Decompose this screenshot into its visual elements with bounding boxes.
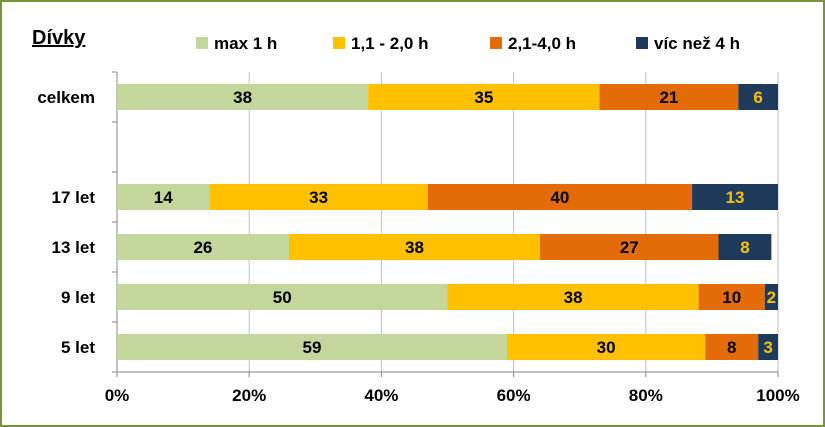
bar-segment xyxy=(447,284,699,310)
category-label: 5 let xyxy=(61,338,95,357)
bar-segment xyxy=(705,334,759,360)
bar-segment xyxy=(540,234,719,260)
legend-label: max 1 h xyxy=(214,34,277,53)
category-label: 9 let xyxy=(61,288,95,307)
data-label: 26 xyxy=(193,238,212,257)
category-label: 17 let xyxy=(52,188,96,207)
bar-segment xyxy=(117,84,369,110)
bar-segment xyxy=(117,334,507,360)
data-label: 10 xyxy=(722,288,741,307)
bar-segment xyxy=(599,84,739,110)
bar-segment xyxy=(209,184,428,210)
data-label: 8 xyxy=(740,238,749,257)
bar-segment xyxy=(764,284,778,310)
legend-swatch xyxy=(333,37,345,49)
legend-swatch xyxy=(490,37,502,49)
bar-segment xyxy=(117,284,448,310)
data-label: 3 xyxy=(763,338,772,357)
bar-segment xyxy=(692,184,778,210)
x-tick-label: 80% xyxy=(629,386,663,405)
data-label: 8 xyxy=(727,338,736,357)
data-label: 14 xyxy=(154,188,173,207)
data-label: 30 xyxy=(597,338,616,357)
bar-segment xyxy=(427,184,693,210)
legend-swatch xyxy=(196,37,208,49)
category-label: 13 let xyxy=(52,238,96,257)
chart-title: Dívky xyxy=(32,27,86,49)
data-label: 6 xyxy=(753,88,762,107)
data-label: 38 xyxy=(564,288,583,307)
data-label: 13 xyxy=(726,188,745,207)
data-label: 50 xyxy=(273,288,292,307)
bar-segment xyxy=(718,234,772,260)
data-label: 38 xyxy=(405,238,424,257)
bar-segment xyxy=(506,334,706,360)
data-label: 38 xyxy=(233,88,252,107)
bar-segment xyxy=(698,284,765,310)
bar-segment xyxy=(368,84,600,110)
data-label: 27 xyxy=(620,238,639,257)
data-label: 59 xyxy=(303,338,322,357)
x-tick-label: 60% xyxy=(497,386,531,405)
x-tick-label: 40% xyxy=(364,386,398,405)
x-tick-label: 100% xyxy=(756,386,799,405)
bar-segment xyxy=(288,234,541,260)
bar-segment xyxy=(738,84,778,110)
category-label: celkem xyxy=(37,88,95,107)
x-tick-label: 0% xyxy=(105,386,130,405)
bar-segment xyxy=(117,184,210,210)
data-label: 33 xyxy=(309,188,328,207)
data-label: 40 xyxy=(550,188,569,207)
legend-label: víc než 4 h xyxy=(654,34,740,53)
legend-label: 2,1-4,0 h xyxy=(508,34,576,53)
data-label: 2 xyxy=(767,288,776,307)
bar-segment xyxy=(117,234,289,260)
legend-swatch xyxy=(636,37,648,49)
legend-label: 1,1 - 2,0 h xyxy=(351,34,428,53)
data-label: 35 xyxy=(474,88,493,107)
data-label: 21 xyxy=(659,88,678,107)
bar-segment xyxy=(758,334,778,360)
x-tick-label: 20% xyxy=(232,386,266,405)
